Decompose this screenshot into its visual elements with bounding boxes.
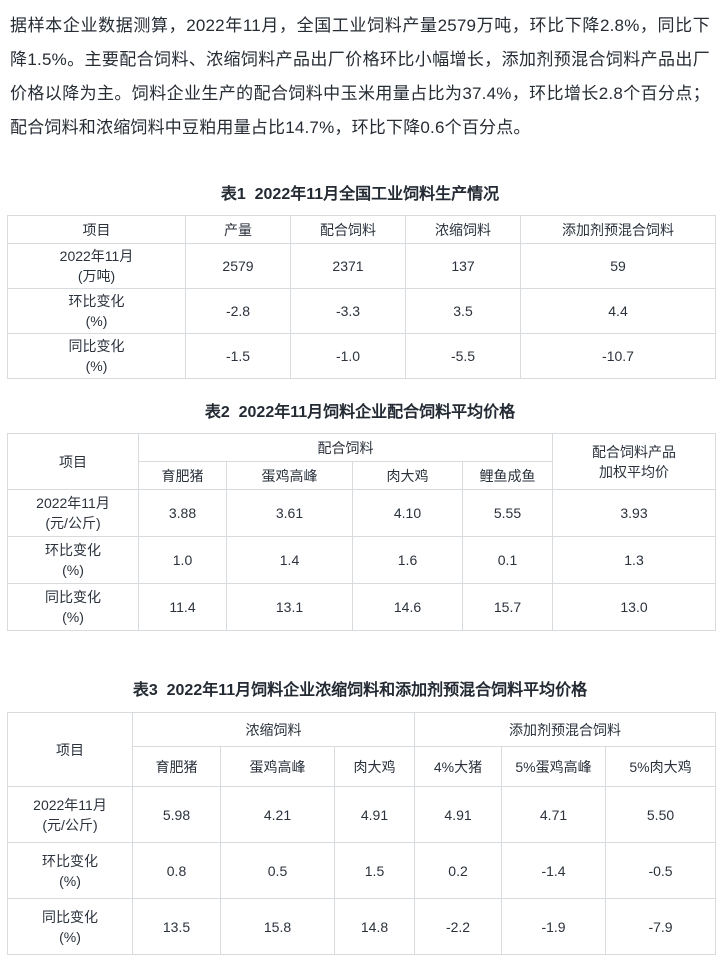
row-label: 2022年11月 (万吨) — [7, 243, 186, 289]
table3-header-premix-feed-group: 添加剂预混合饲料 — [414, 712, 717, 747]
table3-header-concentrated-feed-group: 浓缩饲料 — [131, 712, 416, 747]
cell-value: 4.10 — [352, 489, 463, 537]
table-row: 2022年11月 (元/公斤) 3.88 3.61 4.10 5.55 3.93 — [7, 489, 716, 537]
table2-header-broiler: 肉大鸡 — [352, 461, 463, 490]
table1-header-output: 产量 — [185, 215, 291, 244]
cell-value: 3.5 — [405, 288, 521, 334]
table-row: 同比变化 (%) 13.5 15.8 14.8 -2.2 -1.9 -7.9 — [7, 898, 717, 955]
table3-header-item: 项目 — [7, 712, 133, 787]
row-label: 同比变化 (%) — [7, 898, 133, 955]
table3-group-header-row: 项目 浓缩饲料 添加剂预混合饲料 — [7, 712, 717, 787]
row-label: 环比变化 (%) — [7, 288, 186, 334]
row-label: 2022年11月 (元/公斤) — [7, 489, 139, 537]
cell-value: 13.5 — [132, 898, 221, 955]
cell-value: 15.7 — [462, 583, 553, 631]
cell-value: 4.4 — [520, 288, 716, 334]
cell-value: 5.98 — [132, 786, 221, 843]
cell-value: -3.3 — [290, 288, 406, 334]
cell-value: 13.1 — [226, 583, 353, 631]
cell-value: 1.3 — [552, 536, 716, 584]
table1-header-item: 项目 — [7, 215, 186, 244]
table3-header-broiler: 肉大鸡 — [333, 746, 416, 787]
cell-value: 3.93 — [552, 489, 716, 537]
table-row: 环比变化 (%) -2.8 -3.3 3.5 4.4 — [7, 288, 716, 334]
table2-group-header-row: 项目 配合饲料 配合饲料产品 加权平均价 — [7, 433, 716, 490]
cell-value: -5.5 — [405, 333, 521, 379]
row-label: 环比变化 (%) — [7, 842, 133, 899]
cell-value: 15.8 — [220, 898, 335, 955]
table2-compound-feed-prices: 项目 配合饲料 配合饲料产品 加权平均价 育肥猪 蛋鸡高峰 肉大鸡 鲤鱼成鱼 2… — [7, 433, 716, 631]
cell-value: 0.2 — [414, 842, 503, 899]
table1-header-premix-feed: 添加剂预混合饲料 — [520, 215, 716, 244]
cell-value: 0.1 — [462, 536, 553, 584]
table-row: 2022年11月 (万吨) 2579 2371 137 59 — [7, 243, 716, 289]
cell-value: 14.8 — [333, 898, 416, 955]
table2-header-peak-laying-hen: 蛋鸡高峰 — [226, 461, 353, 490]
cell-value: -1.9 — [501, 898, 607, 955]
table1-header-compound-feed: 配合饲料 — [290, 215, 406, 244]
cell-value: -1.0 — [290, 333, 406, 379]
row-label: 同比变化 (%) — [7, 583, 139, 631]
cell-value: -1.4 — [501, 842, 607, 899]
cell-value: 2371 — [290, 243, 406, 289]
cell-value: 59 — [520, 243, 716, 289]
cell-value: 137 — [405, 243, 521, 289]
summary-paragraph: 据样本企业数据测算，2022年11月，全国工业饲料产量2579万吨，环比下降2.… — [10, 16, 710, 137]
cell-value: -0.5 — [605, 842, 717, 899]
cell-value: -10.7 — [520, 333, 716, 379]
table1-production: 项目 产量 配合饲料 浓缩饲料 添加剂预混合饲料 2022年11月 (万吨) 2… — [7, 215, 716, 379]
row-label: 同比变化 (%) — [7, 333, 186, 379]
cell-value: 0.8 — [132, 842, 221, 899]
cell-value: 4.91 — [414, 786, 503, 843]
cell-value: 1.5 — [333, 842, 416, 899]
table2-header-item: 项目 — [7, 433, 139, 490]
table3-title: 表3 2022年11月饲料企业浓缩饲料和添加剂预混合饲料平均价格 — [132, 682, 588, 699]
table2-header-adult-carp: 鲤鱼成鱼 — [462, 461, 553, 490]
table-row: 环比变化 (%) 1.0 1.4 1.6 0.1 1.3 — [7, 536, 716, 584]
cell-value: -2.2 — [414, 898, 503, 955]
table3-header-5pct-peak-laying-hen: 5%蛋鸡高峰 — [501, 746, 607, 787]
cell-value: 5.50 — [605, 786, 717, 843]
cell-value: -1.5 — [185, 333, 291, 379]
table2-title: 表2 2022年11月饲料企业配合饲料平均价格 — [204, 404, 516, 421]
cell-value: 3.88 — [138, 489, 227, 537]
table3-sub-header-row: 育肥猪 蛋鸡高峰 肉大鸡 4%大猪 5%蛋鸡高峰 5%肉大鸡 — [8, 746, 717, 787]
table3-concentrated-premix-prices: 项目 浓缩饲料 添加剂预混合饲料 育肥猪 蛋鸡高峰 肉大鸡 4%大猪 5%蛋鸡高… — [7, 712, 717, 955]
table-row: 同比变化 (%) -1.5 -1.0 -5.5 -10.7 — [7, 333, 716, 379]
cell-value: -7.9 — [605, 898, 717, 955]
cell-value: 3.61 — [226, 489, 353, 537]
cell-value: 5.55 — [462, 489, 553, 537]
cell-value: 0.5 — [220, 842, 335, 899]
cell-value: 2579 — [185, 243, 291, 289]
cell-value: -2.8 — [185, 288, 291, 334]
table3-header-peak-laying-hen: 蛋鸡高峰 — [220, 746, 335, 787]
row-label: 2022年11月 (元/公斤) — [7, 786, 133, 843]
table1-header-concentrated-feed: 浓缩饲料 — [405, 215, 521, 244]
cell-value: 1.4 — [226, 536, 353, 584]
table2-header-fattening-pig: 育肥猪 — [138, 461, 227, 490]
table1-header-row: 项目 产量 配合饲料 浓缩饲料 添加剂预混合饲料 — [7, 215, 716, 244]
table2-sub-header-row: 育肥猪 蛋鸡高峰 肉大鸡 鲤鱼成鱼 — [8, 461, 716, 490]
cell-value: 1.0 — [138, 536, 227, 584]
cell-value: 4.91 — [333, 786, 416, 843]
table3-header-fattening-pig: 育肥猪 — [132, 746, 221, 787]
table3-header-4pct-big-pig: 4%大猪 — [414, 746, 503, 787]
table2-header-weighted-average: 配合饲料产品 加权平均价 — [552, 433, 716, 490]
table-row: 2022年11月 (元/公斤) 5.98 4.21 4.91 4.91 4.71… — [7, 786, 717, 843]
cell-value: 14.6 — [352, 583, 463, 631]
table1-title: 表1 2022年11月全国工业饲料生产情况 — [220, 186, 500, 203]
table-row: 同比变化 (%) 11.4 13.1 14.6 15.7 13.0 — [7, 583, 716, 631]
table-row: 环比变化 (%) 0.8 0.5 1.5 0.2 -1.4 -0.5 — [7, 842, 717, 899]
cell-value: 4.21 — [220, 786, 335, 843]
cell-value: 4.71 — [501, 786, 607, 843]
table3-header-5pct-broiler: 5%肉大鸡 — [605, 746, 717, 787]
cell-value: 11.4 — [138, 583, 227, 631]
table2-header-compound-feed-group: 配合饲料 — [138, 433, 553, 462]
cell-value: 13.0 — [552, 583, 716, 631]
row-label: 环比变化 (%) — [7, 536, 139, 584]
cell-value: 1.6 — [352, 536, 463, 584]
